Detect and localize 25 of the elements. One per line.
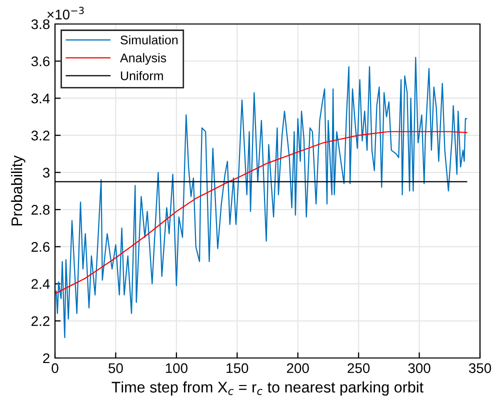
x-tick-label: 150 — [226, 363, 248, 374]
y-tick-label: 2.6 — [32, 242, 50, 252]
y-tick-label: 3.6 — [31, 56, 50, 66]
y-tick-label: 2.4 — [32, 279, 50, 289]
y-tick-label: 3.4 — [31, 94, 50, 104]
x-tick-label: 350 — [468, 363, 492, 374]
x-tick-label: 300 — [408, 363, 430, 374]
y-tick-label: 3.8 — [31, 19, 50, 30]
y-tick-label: 3 — [42, 168, 50, 178]
x-tick-label: 0 — [52, 363, 58, 374]
x-tick-label: 200 — [286, 363, 309, 374]
y-tick-label: 2.8 — [32, 204, 50, 215]
y-tick-label: 2 — [43, 353, 50, 364]
x-tick-label: 100 — [166, 363, 188, 374]
line-series — [56, 131, 468, 294]
y-axis-title: Probability — [11, 155, 26, 226]
legend-label: Uniform — [120, 71, 163, 80]
text: ×10$^{−3}$ — [47, 6, 84, 20]
y-tick-label: 2.2 — [32, 316, 50, 326]
x-axis-title: Time step from X$_{c}$ = r$_{c}$ to nearest parking orbit — [112, 381, 424, 396]
x-tick-label: 50 — [108, 363, 123, 374]
y-tick-label: 3.2 — [31, 130, 50, 141]
x-tick-label: 250 — [348, 363, 370, 374]
legend-label: Simulation — [120, 35, 178, 44]
legend-label: Analysis — [120, 53, 166, 65]
